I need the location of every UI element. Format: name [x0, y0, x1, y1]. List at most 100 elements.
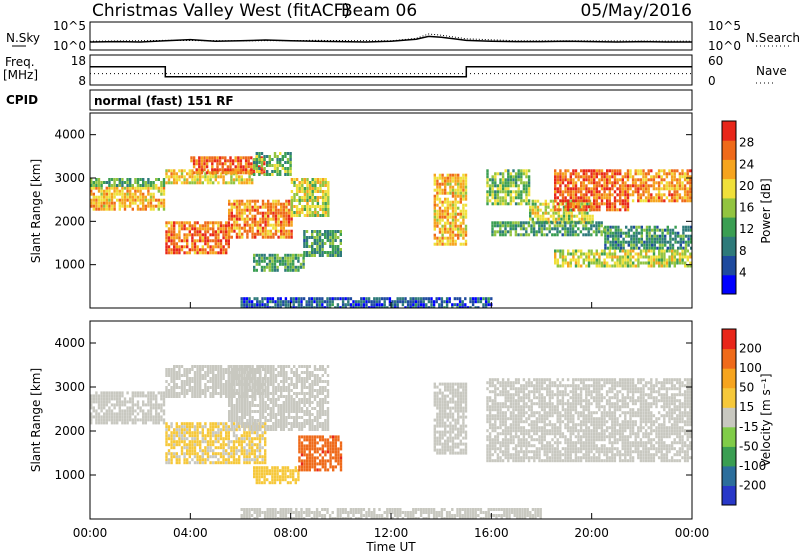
power-cell	[383, 297, 386, 301]
power-cell	[464, 176, 468, 180]
velocity-cell	[274, 380, 278, 383]
power-cell	[281, 158, 284, 161]
power-cell	[165, 224, 168, 228]
power-cell	[561, 227, 564, 231]
power-cell	[585, 199, 588, 203]
power-cell	[152, 184, 155, 187]
velocity-cell	[243, 458, 246, 462]
power-cell	[673, 252, 676, 256]
velocity-cell	[285, 395, 288, 398]
power-cell	[554, 258, 557, 262]
power-cell	[440, 300, 444, 304]
power-cell	[574, 224, 577, 228]
power-cell	[444, 224, 447, 228]
power-cell	[272, 232, 275, 236]
power-cell	[337, 230, 340, 233]
power-cell	[512, 184, 515, 188]
power-cell	[552, 220, 555, 224]
power-cell	[242, 165, 245, 169]
power-cell	[263, 167, 266, 170]
power-cell	[295, 208, 299, 211]
velocity-cell	[180, 374, 184, 377]
power-cell	[642, 172, 645, 176]
velocity-cell	[274, 401, 278, 404]
power-cell	[284, 265, 287, 269]
power-cell	[259, 205, 262, 209]
power-cell	[406, 300, 410, 304]
power-cell	[527, 175, 531, 179]
power-cell	[273, 155, 277, 158]
power-cell	[520, 202, 523, 206]
power-cell	[471, 297, 475, 301]
power-cell	[238, 223, 241, 227]
power-cell	[647, 172, 650, 176]
power-cell	[339, 248, 342, 251]
power-cell	[631, 184, 635, 188]
power-cell	[553, 227, 557, 231]
velocity-cell	[267, 425, 270, 428]
power-cell	[670, 169, 674, 173]
power-cell	[281, 167, 284, 170]
velocity-cell	[199, 392, 202, 395]
velocity-cell	[228, 395, 231, 398]
power-cell	[160, 198, 163, 202]
power-cell	[441, 224, 444, 228]
power-cell	[311, 193, 314, 196]
velocity-cell	[280, 407, 283, 410]
velocity-cell	[129, 400, 132, 404]
power-cell	[409, 306, 412, 308]
power-cell	[613, 172, 617, 176]
power-cell	[280, 202, 283, 206]
velocity-cell	[131, 391, 134, 395]
velocity-cell	[90, 412, 93, 416]
power-cell	[129, 201, 132, 205]
power-cell	[571, 224, 575, 228]
power-cell	[507, 178, 510, 182]
power-cell	[266, 164, 269, 167]
power-cell	[211, 156, 214, 160]
power-cell	[260, 265, 264, 269]
velocity-cell	[230, 389, 233, 392]
power-cell	[100, 189, 103, 193]
power-cell	[301, 181, 304, 184]
power-cell	[665, 196, 669, 200]
velocity-cell	[193, 383, 197, 386]
power-cell	[277, 235, 280, 239]
noise-search-series	[89, 33, 693, 42]
velocity-cell	[209, 461, 212, 465]
power-cell	[228, 208, 231, 212]
power-cell	[668, 255, 671, 259]
power-cell	[254, 208, 257, 212]
power-cell	[254, 235, 257, 239]
power-cell	[100, 184, 103, 187]
velocity-cell	[243, 383, 246, 386]
power-cell	[494, 184, 497, 188]
power-cell	[556, 258, 559, 262]
power-cell	[196, 230, 199, 234]
power-cell	[433, 218, 436, 222]
power-cell	[360, 306, 363, 308]
power-cell	[574, 187, 578, 191]
power-cell	[678, 178, 682, 182]
power-cell	[643, 240, 646, 244]
power-cell	[665, 187, 669, 191]
power-cell	[595, 258, 598, 262]
power-cell	[391, 300, 394, 304]
velocity-cell	[199, 425, 202, 429]
power-cell	[645, 231, 649, 235]
power-cell	[183, 251, 186, 255]
power-cell	[198, 162, 201, 166]
power-cell	[147, 178, 150, 181]
power-cell	[446, 173, 449, 177]
velocity-cell	[199, 377, 202, 380]
power-cell	[575, 202, 579, 206]
velocity-cell	[230, 377, 233, 380]
power-cell	[113, 207, 116, 211]
power-cell	[433, 215, 436, 219]
velocity-cell	[219, 392, 223, 395]
velocity-cell	[282, 428, 285, 431]
velocity-cell	[196, 392, 199, 395]
power-cell	[180, 224, 184, 228]
power-cell	[129, 178, 132, 181]
power-cell	[246, 202, 249, 206]
